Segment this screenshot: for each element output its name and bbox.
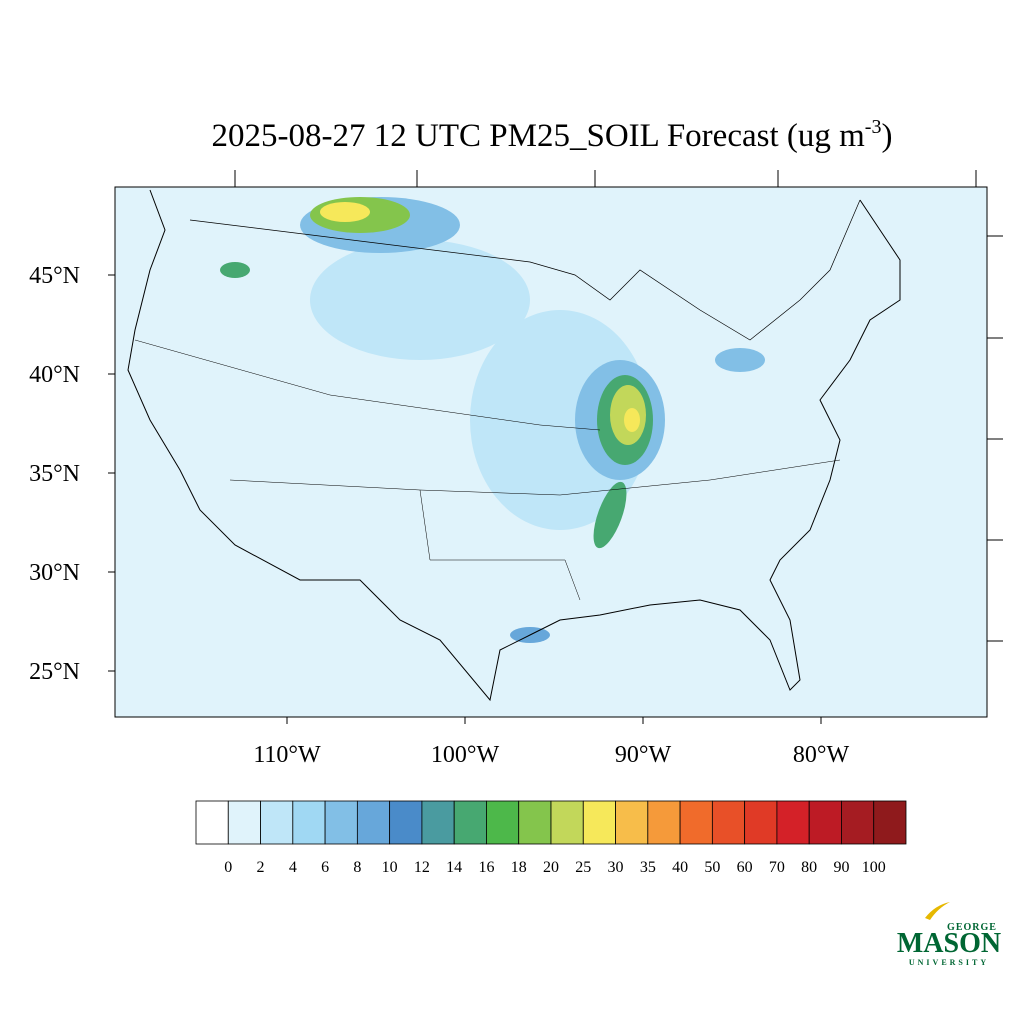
longitude-label: 110°W xyxy=(253,742,321,768)
longitude-label: 80°W xyxy=(793,742,850,768)
concentration-areas xyxy=(220,197,765,643)
longitude-label: 100°W xyxy=(431,742,500,768)
title: 2025-08-27 12 UTC PM25_SOIL Forecast (ug… xyxy=(212,116,893,154)
latitude-label: 25°N xyxy=(29,659,80,685)
area xyxy=(310,240,530,360)
colorbar-label: 12 xyxy=(414,859,430,876)
logo-main: MASON xyxy=(897,928,1001,959)
colorbar-box xyxy=(227,800,261,845)
colorbar-label: 80 xyxy=(801,859,817,876)
colorbar-box xyxy=(744,800,778,845)
area xyxy=(715,348,765,372)
colorbar-box xyxy=(356,800,391,845)
colorbar-box xyxy=(647,800,681,845)
colorbar-label: 4 xyxy=(289,859,297,876)
colorbar-box xyxy=(873,800,907,845)
colorbar-box xyxy=(615,800,649,845)
colorbar-box xyxy=(808,800,842,845)
colorbar-label: 20 xyxy=(543,859,559,876)
colorbar-box xyxy=(260,800,294,845)
colorbar-label: 35 xyxy=(640,859,656,876)
colorbar-label: 50 xyxy=(704,859,720,876)
colorbar-label: 0 xyxy=(224,859,232,876)
coastline xyxy=(127,189,901,702)
colorbar-label: 90 xyxy=(833,859,849,876)
colorbar-box xyxy=(841,800,875,845)
colorbar-label: 6 xyxy=(321,859,329,876)
latitude-label: 35°N xyxy=(29,461,80,487)
colorbar-label: 70 xyxy=(769,859,785,876)
logo-bottom: UNIVERSITY xyxy=(909,958,989,967)
longitude-label: 90°W xyxy=(615,742,672,768)
colorbar-box xyxy=(776,800,810,845)
title-superscript: -3 xyxy=(865,116,882,138)
logo-top: GEORGE xyxy=(947,922,997,933)
colorbar-label: 30 xyxy=(608,859,624,876)
colorbar-label: 100 xyxy=(862,859,886,876)
state-lines xyxy=(134,339,841,601)
latitude-label: 30°N xyxy=(29,560,80,586)
colorbar-box xyxy=(324,800,358,845)
colorbar-label: 60 xyxy=(737,859,753,876)
colorbar-box xyxy=(195,800,229,845)
latitude-label: 40°N xyxy=(29,362,80,388)
colorbar-box xyxy=(518,800,552,845)
colorbar-label: 40 xyxy=(672,859,688,876)
map xyxy=(114,186,988,718)
axes: 45°N 40°N 35°N 30°N 25°N 110°W 100°W 90°W 80°W xyxy=(29,170,1003,768)
colorbar-box xyxy=(679,800,713,845)
colorbar-box xyxy=(550,800,584,845)
title-end: ) xyxy=(881,118,892,154)
colorbar-box xyxy=(292,800,326,845)
latitude-label: 45°N xyxy=(29,263,80,289)
colorbar-box xyxy=(389,800,423,845)
colorbar-label: 2 xyxy=(257,859,265,876)
colorbar-label: 8 xyxy=(353,859,361,876)
logo: GEORGE MASON UNIVERSITY xyxy=(897,902,1001,967)
area xyxy=(593,481,627,549)
map-frame xyxy=(114,186,988,718)
colorbar-box xyxy=(453,800,487,845)
area xyxy=(624,408,640,432)
colorbar: 0 2 4 6 8 10 12 14 16 18 20 25 30 35 40 50 60 70 80 90 100 xyxy=(195,800,907,876)
colorbar-box xyxy=(711,800,746,845)
area xyxy=(220,262,250,278)
colorbar-label: 25 xyxy=(575,859,591,876)
area xyxy=(320,202,370,222)
border xyxy=(189,199,861,341)
colorbar-label: 14 xyxy=(446,859,462,876)
colorbar-label: 10 xyxy=(382,859,398,876)
title-text: 2025-08-27 12 UTC PM25_SOIL Forecast (ug… xyxy=(212,118,866,154)
boundaries xyxy=(127,189,901,702)
logo-swoosh xyxy=(925,902,950,920)
colorbar-label: 18 xyxy=(511,859,527,876)
colorbar-box xyxy=(486,800,520,845)
colorbar-box xyxy=(582,800,616,845)
colorbar-box xyxy=(421,800,455,845)
colorbar-label: 16 xyxy=(478,859,494,876)
